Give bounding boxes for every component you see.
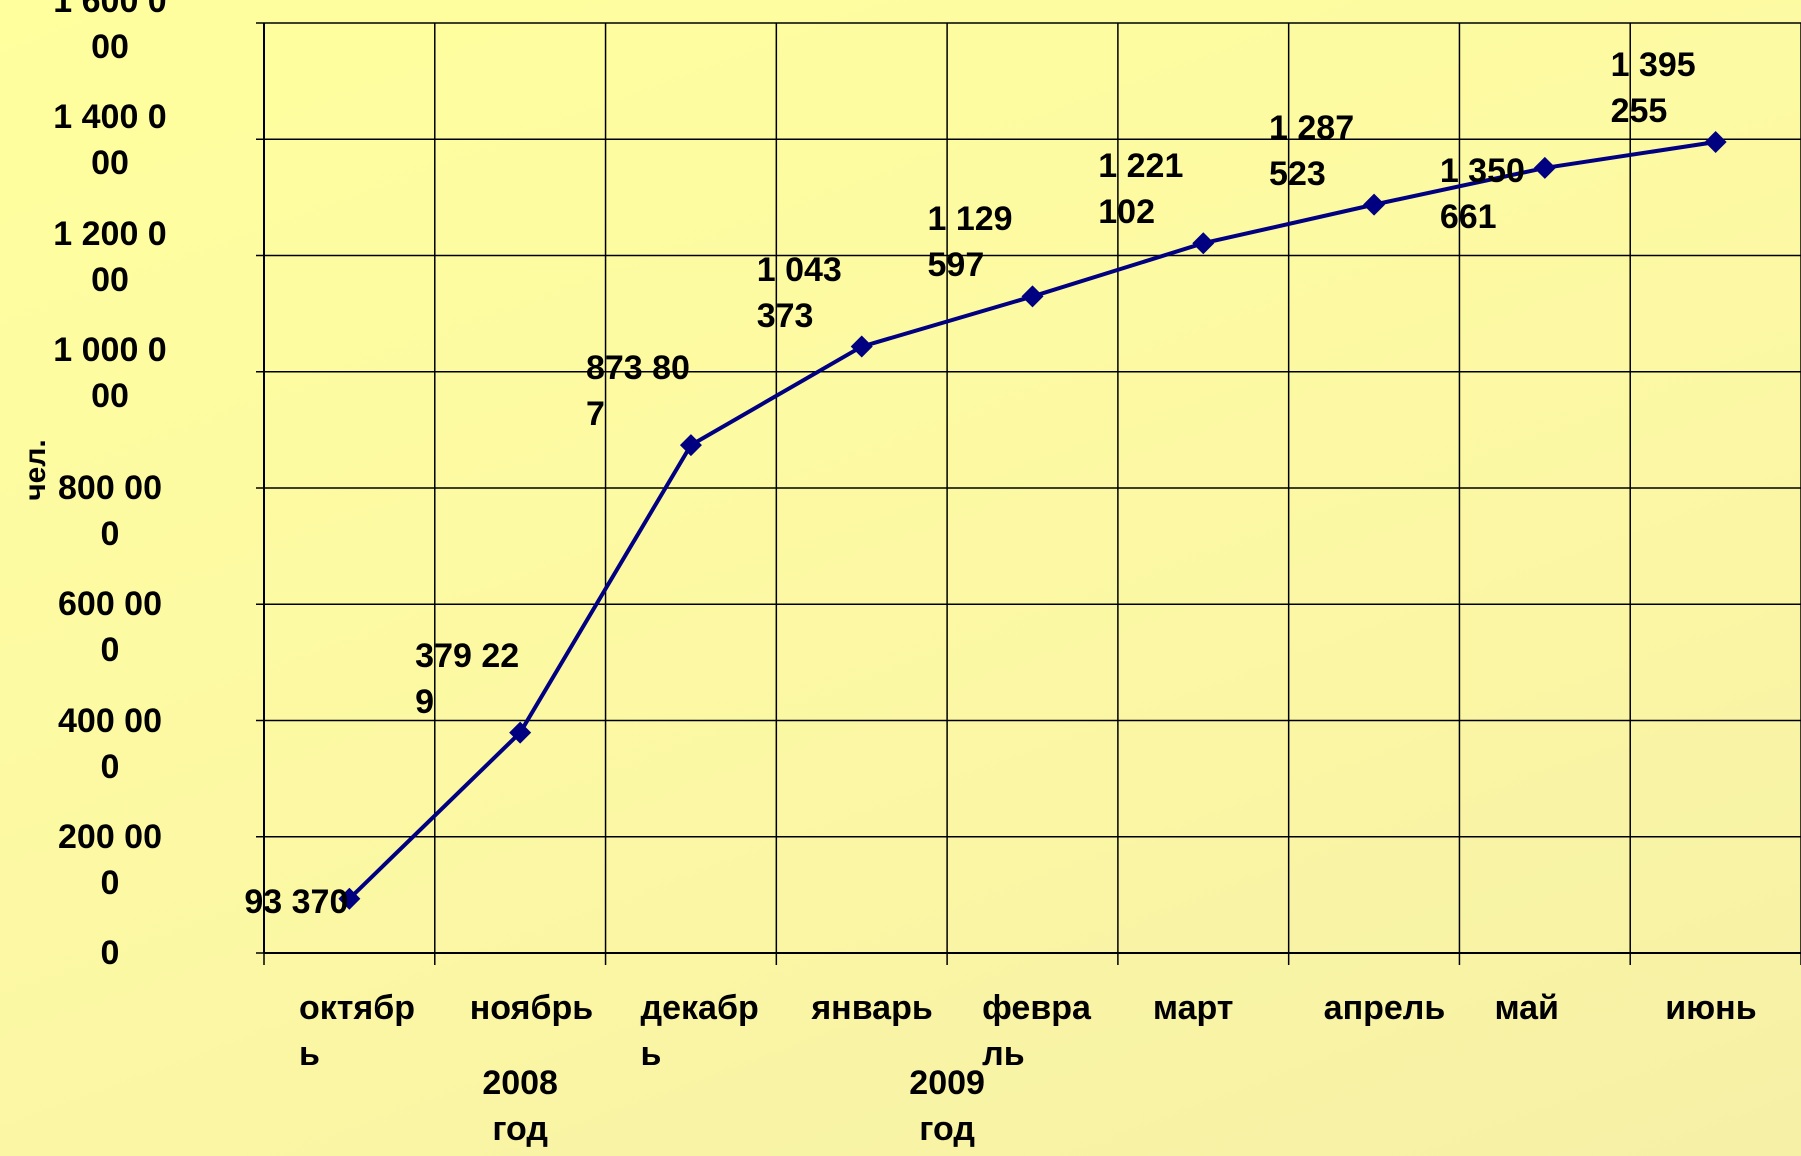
y-tick-label: 1 200 000 [53, 214, 167, 299]
x-tick-label: июнь [1665, 989, 1757, 1027]
y-tick-label: 600 000 [58, 585, 162, 670]
y-tick-label: 400 000 [58, 701, 162, 786]
data-label: 379 229 [415, 636, 520, 721]
marker [1704, 131, 1727, 154]
data-label: 1 395 255 [1610, 46, 1696, 130]
x-tick-label: апрель [1323, 989, 1446, 1027]
x-tick-label: декабрь [640, 989, 759, 1073]
x-tick-label: февраль [982, 989, 1091, 1073]
x-tick-label: май [1494, 989, 1559, 1027]
x-tick-label: январь [811, 989, 933, 1027]
y-tick-label: 1 000 000 [53, 330, 167, 415]
x-tick-label: март [1152, 989, 1234, 1027]
marker [1533, 156, 1556, 179]
marker [679, 434, 702, 457]
y-axis-title: чел. [19, 439, 52, 501]
y-tick-label: 800 000 [58, 469, 162, 553]
annotation: 2009 год [909, 1064, 985, 1148]
data-label: 93 370 [244, 882, 349, 921]
marker [1021, 285, 1044, 308]
x-tick-label: ноябрь [469, 989, 594, 1027]
marker [509, 721, 532, 744]
marker [850, 335, 873, 358]
data-label: 873 807 [585, 349, 690, 434]
data-label: 1 350 661 [1439, 151, 1525, 236]
data-label: 1 287 523 [1269, 108, 1355, 193]
data-label: 1 221 102 [1098, 147, 1184, 232]
y-tick-label: 0 [100, 934, 120, 972]
marker [1363, 193, 1386, 216]
data-label: 1 043 373 [756, 250, 842, 335]
marker [1192, 232, 1215, 255]
data-label: 1 129 597 [927, 200, 1013, 285]
y-tick-label: 1 400 000 [53, 98, 167, 183]
y-tick-label: 1 600 000 [53, 0, 167, 66]
annotation: 2008 год [482, 1064, 558, 1148]
x-tick-label: октябрь [299, 989, 416, 1073]
y-tick-label: 200 000 [58, 817, 162, 902]
marker [338, 887, 361, 910]
